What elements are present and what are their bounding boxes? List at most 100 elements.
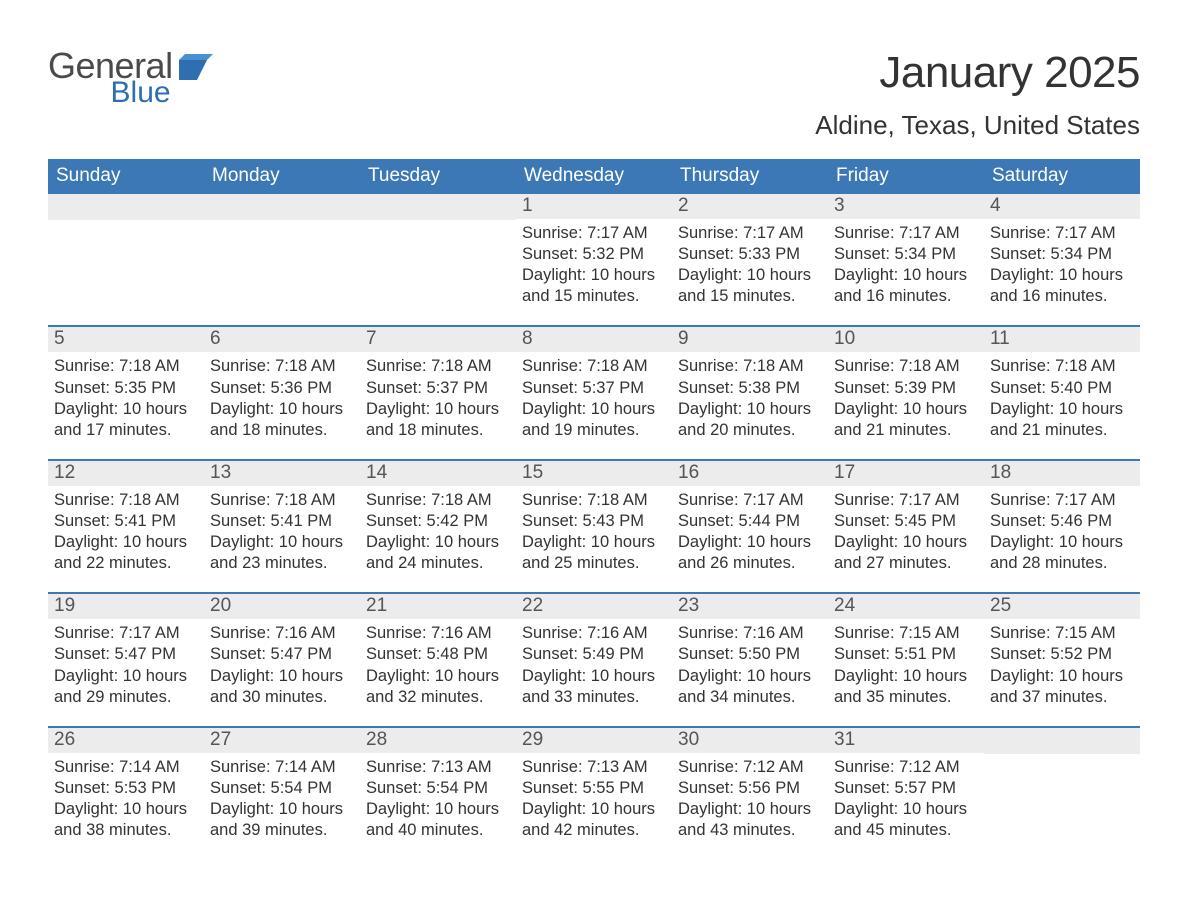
daylight-text: Daylight: 10 hours (834, 265, 978, 286)
daylight-text: and 16 minutes. (990, 286, 1134, 307)
empty-day-header (360, 194, 516, 220)
day-cell (204, 194, 360, 325)
day-cell: 1Sunrise: 7:17 AMSunset: 5:32 PMDaylight… (516, 194, 672, 325)
day-cell: 11Sunrise: 7:18 AMSunset: 5:40 PMDayligh… (984, 327, 1140, 458)
sunset-text: Sunset: 5:51 PM (834, 644, 978, 665)
day-number: 19 (48, 594, 204, 619)
day-cell: 12Sunrise: 7:18 AMSunset: 5:41 PMDayligh… (48, 461, 204, 592)
calendar: SundayMondayTuesdayWednesdayThursdayFrid… (48, 159, 1140, 859)
week-row: 26Sunrise: 7:14 AMSunset: 5:53 PMDayligh… (48, 726, 1140, 859)
day-cell (48, 194, 204, 325)
day-cell: 30Sunrise: 7:12 AMSunset: 5:56 PMDayligh… (672, 728, 828, 859)
daylight-text: and 26 minutes. (678, 553, 822, 574)
week-row: 19Sunrise: 7:17 AMSunset: 5:47 PMDayligh… (48, 592, 1140, 725)
day-cell: 20Sunrise: 7:16 AMSunset: 5:47 PMDayligh… (204, 594, 360, 725)
day-number: 7 (360, 327, 516, 352)
day-number: 29 (516, 728, 672, 753)
day-content: Sunrise: 7:18 AMSunset: 5:37 PMDaylight:… (516, 352, 672, 458)
day-cell: 22Sunrise: 7:16 AMSunset: 5:49 PMDayligh… (516, 594, 672, 725)
daylight-text: and 15 minutes. (522, 286, 666, 307)
day-content: Sunrise: 7:16 AMSunset: 5:48 PMDaylight:… (360, 619, 516, 725)
day-content: Sunrise: 7:15 AMSunset: 5:51 PMDaylight:… (828, 619, 984, 725)
daylight-text: and 19 minutes. (522, 420, 666, 441)
day-cell (360, 194, 516, 325)
day-cell: 4Sunrise: 7:17 AMSunset: 5:34 PMDaylight… (984, 194, 1140, 325)
sunrise-text: Sunrise: 7:18 AM (522, 490, 666, 511)
day-number: 3 (828, 194, 984, 219)
daylight-text: Daylight: 10 hours (678, 799, 822, 820)
day-cell: 5Sunrise: 7:18 AMSunset: 5:35 PMDaylight… (48, 327, 204, 458)
sunrise-text: Sunrise: 7:17 AM (522, 223, 666, 244)
daylight-text: and 32 minutes. (366, 687, 510, 708)
sunrise-text: Sunrise: 7:16 AM (210, 623, 354, 644)
daylight-text: Daylight: 10 hours (990, 532, 1134, 553)
sunset-text: Sunset: 5:47 PM (54, 644, 198, 665)
daylight-text: and 21 minutes. (834, 420, 978, 441)
sunset-text: Sunset: 5:56 PM (678, 778, 822, 799)
logo: General Blue (48, 48, 213, 108)
day-cell: 17Sunrise: 7:17 AMSunset: 5:45 PMDayligh… (828, 461, 984, 592)
day-cell: 10Sunrise: 7:18 AMSunset: 5:39 PMDayligh… (828, 327, 984, 458)
sunrise-text: Sunrise: 7:16 AM (366, 623, 510, 644)
day-content: Sunrise: 7:18 AMSunset: 5:38 PMDaylight:… (672, 352, 828, 458)
day-number: 23 (672, 594, 828, 619)
daylight-text: Daylight: 10 hours (834, 666, 978, 687)
sunset-text: Sunset: 5:44 PM (678, 511, 822, 532)
sunrise-text: Sunrise: 7:18 AM (210, 356, 354, 377)
weekday-header: Tuesday (360, 159, 516, 194)
day-content: Sunrise: 7:17 AMSunset: 5:44 PMDaylight:… (672, 486, 828, 592)
sunset-text: Sunset: 5:54 PM (210, 778, 354, 799)
weekday-header-row: SundayMondayTuesdayWednesdayThursdayFrid… (48, 159, 1140, 194)
daylight-text: and 34 minutes. (678, 687, 822, 708)
daylight-text: and 16 minutes. (834, 286, 978, 307)
sunset-text: Sunset: 5:33 PM (678, 244, 822, 265)
sunset-text: Sunset: 5:43 PM (522, 511, 666, 532)
sunrise-text: Sunrise: 7:18 AM (54, 356, 198, 377)
daylight-text: Daylight: 10 hours (54, 399, 198, 420)
sunset-text: Sunset: 5:37 PM (522, 378, 666, 399)
sunrise-text: Sunrise: 7:12 AM (834, 757, 978, 778)
day-cell: 2Sunrise: 7:17 AMSunset: 5:33 PMDaylight… (672, 194, 828, 325)
day-cell: 13Sunrise: 7:18 AMSunset: 5:41 PMDayligh… (204, 461, 360, 592)
daylight-text: Daylight: 10 hours (678, 532, 822, 553)
day-number: 31 (828, 728, 984, 753)
sunrise-text: Sunrise: 7:15 AM (834, 623, 978, 644)
sunrise-text: Sunrise: 7:12 AM (678, 757, 822, 778)
day-cell: 8Sunrise: 7:18 AMSunset: 5:37 PMDaylight… (516, 327, 672, 458)
sunrise-text: Sunrise: 7:16 AM (522, 623, 666, 644)
day-number: 21 (360, 594, 516, 619)
day-number: 20 (204, 594, 360, 619)
sunset-text: Sunset: 5:53 PM (54, 778, 198, 799)
day-number: 26 (48, 728, 204, 753)
sunset-text: Sunset: 5:52 PM (990, 644, 1134, 665)
daylight-text: Daylight: 10 hours (522, 799, 666, 820)
day-cell (984, 728, 1140, 859)
sunset-text: Sunset: 5:45 PM (834, 511, 978, 532)
day-content: Sunrise: 7:12 AMSunset: 5:56 PMDaylight:… (672, 753, 828, 859)
sunrise-text: Sunrise: 7:18 AM (834, 356, 978, 377)
day-number: 9 (672, 327, 828, 352)
daylight-text: and 28 minutes. (990, 553, 1134, 574)
sunrise-text: Sunrise: 7:18 AM (210, 490, 354, 511)
title-block: January 2025 Aldine, Texas, United State… (815, 48, 1140, 141)
week-row: 12Sunrise: 7:18 AMSunset: 5:41 PMDayligh… (48, 459, 1140, 592)
day-cell: 26Sunrise: 7:14 AMSunset: 5:53 PMDayligh… (48, 728, 204, 859)
weekday-header: Thursday (672, 159, 828, 194)
month-title: January 2025 (815, 48, 1140, 98)
sunset-text: Sunset: 5:38 PM (678, 378, 822, 399)
weekday-header: Wednesday (516, 159, 672, 194)
sunset-text: Sunset: 5:40 PM (990, 378, 1134, 399)
day-content: Sunrise: 7:15 AMSunset: 5:52 PMDaylight:… (984, 619, 1140, 725)
weekday-header: Friday (828, 159, 984, 194)
daylight-text: and 20 minutes. (678, 420, 822, 441)
day-content: Sunrise: 7:18 AMSunset: 5:35 PMDaylight:… (48, 352, 204, 458)
day-number: 17 (828, 461, 984, 486)
sunrise-text: Sunrise: 7:13 AM (522, 757, 666, 778)
daylight-text: and 38 minutes. (54, 820, 198, 841)
day-cell: 7Sunrise: 7:18 AMSunset: 5:37 PMDaylight… (360, 327, 516, 458)
day-content: Sunrise: 7:13 AMSunset: 5:54 PMDaylight:… (360, 753, 516, 859)
day-number: 22 (516, 594, 672, 619)
day-number: 6 (204, 327, 360, 352)
day-content: Sunrise: 7:18 AMSunset: 5:42 PMDaylight:… (360, 486, 516, 592)
day-content: Sunrise: 7:16 AMSunset: 5:49 PMDaylight:… (516, 619, 672, 725)
